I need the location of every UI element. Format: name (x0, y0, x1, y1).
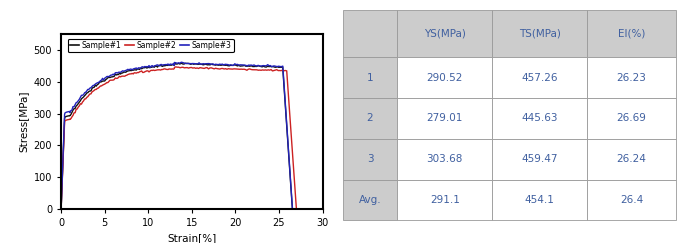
Text: 26.69: 26.69 (617, 113, 646, 123)
Bar (343, 180, 397, 220)
Text: 303.68: 303.68 (426, 154, 463, 164)
Bar (587, 180, 676, 220)
Bar (587, 98, 676, 139)
Text: 291.1: 291.1 (430, 195, 460, 205)
Bar (492, 180, 587, 220)
Bar (343, 57, 397, 98)
Legend: Sample#1, Sample#2, Sample#3: Sample#1, Sample#2, Sample#3 (67, 39, 234, 52)
Bar (343, 139, 397, 180)
Text: 457.26: 457.26 (521, 72, 558, 83)
Text: El(%): El(%) (618, 28, 645, 38)
Bar (397, 139, 492, 180)
Text: Avg.: Avg. (359, 195, 382, 205)
Text: 26.23: 26.23 (617, 72, 646, 83)
Text: 279.01: 279.01 (426, 113, 463, 123)
Bar (492, 139, 587, 180)
Bar (492, 10, 587, 57)
Bar (492, 57, 587, 98)
Bar (397, 57, 492, 98)
Bar (343, 98, 397, 139)
Text: 290.52: 290.52 (426, 72, 463, 83)
Text: 1: 1 (367, 72, 373, 83)
Text: 459.47: 459.47 (521, 154, 558, 164)
Bar (397, 10, 492, 57)
Bar (587, 10, 676, 57)
Text: 2: 2 (367, 113, 373, 123)
Text: 454.1: 454.1 (525, 195, 555, 205)
Bar (343, 10, 397, 57)
Bar (492, 98, 587, 139)
Text: 26.24: 26.24 (617, 154, 646, 164)
Bar (587, 57, 676, 98)
Text: TS(MPa): TS(MPa) (519, 28, 561, 38)
Bar (587, 139, 676, 180)
Bar (397, 180, 492, 220)
Text: 26.4: 26.4 (620, 195, 643, 205)
Y-axis label: Stress[MPa]: Stress[MPa] (18, 91, 28, 152)
X-axis label: Strain[%]: Strain[%] (167, 234, 217, 243)
Text: 445.63: 445.63 (521, 113, 558, 123)
Text: 3: 3 (367, 154, 373, 164)
Bar (397, 98, 492, 139)
Text: YS(MPa): YS(MPa) (424, 28, 466, 38)
